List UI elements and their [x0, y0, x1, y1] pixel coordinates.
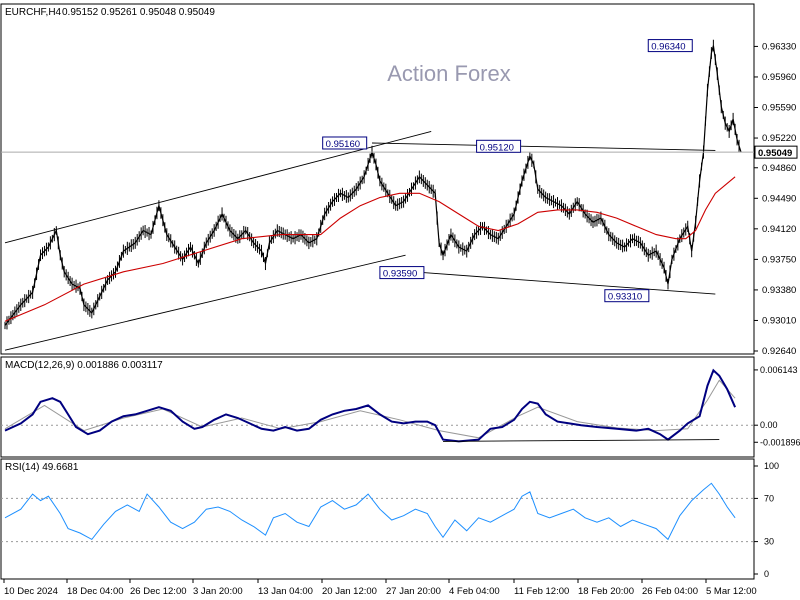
moving-average-line	[4, 176, 736, 322]
price-axis-ticks: 0.96330 0.95960 0.95590 0.95220 0.94860 0.944…	[754, 41, 796, 357]
channel-lower-line	[4, 254, 406, 351]
time-tick-label: 13 Jan 04:00	[258, 586, 313, 597]
macd-line	[4, 368, 737, 443]
macd-pane: MACD(12,26,9) 0.001886 0.003117 0.006143…	[0, 356, 800, 458]
rsi-tick-label: 100	[764, 461, 779, 471]
time-tick-label: 18 Dec 04:00	[67, 586, 124, 597]
time-tick-label: 27 Jan 20:00	[386, 586, 441, 597]
time-tick-label: 5 Mar 12:00	[706, 586, 757, 597]
price-annotations: 0.95160 0.95120 0.96340 0.93590 0.93310	[322, 39, 693, 303]
time-axis: 10 Dec 2024 18 Dec 04:00 26 Dec 12:00 3 Jan…	[3, 579, 757, 597]
rsi-series	[1, 482, 754, 543]
price-annotation-label: 0.93310	[608, 292, 642, 303]
macd-title: MACD(12,26,9) 0.001886 0.003117	[5, 360, 163, 371]
price-annotation-box	[604, 289, 650, 303]
time-tick-label: 26 Dec 12:00	[130, 586, 187, 597]
macd-tick-label: 0.00	[760, 420, 778, 430]
price-tick-label: 0.95590	[762, 102, 796, 113]
time-tick-label: 18 Feb 20:00	[578, 586, 634, 597]
price-tick-label: 0.92640	[762, 346, 796, 357]
price-annotation-label: 0.95160	[326, 139, 360, 150]
rsi-tick-label: 70	[764, 493, 774, 503]
macd-pane-frame	[0, 356, 755, 458]
macd-series	[1, 368, 754, 443]
price-annotation-box	[322, 136, 368, 150]
macd-tick-label: 0.006143	[760, 365, 798, 375]
price-annotation-box	[379, 266, 425, 280]
price-tick-label: 0.93380	[762, 285, 796, 296]
time-tick-label: 26 Feb 04:00	[642, 586, 698, 597]
price-annotation-label: 0.95120	[480, 142, 514, 153]
price-tick-label: 0.94120	[762, 224, 796, 235]
price-tick-label: 0.93010	[762, 315, 796, 326]
rsi-pane: RSI(14) 49.6681 100 70 30 0	[0, 458, 779, 580]
time-tick-label: 20 Jan 12:00	[322, 586, 377, 597]
time-tick-label: 10 Dec 2024	[4, 586, 58, 597]
rsi-title: RSI(14) 49.6681	[5, 462, 79, 473]
resistance-line	[372, 142, 716, 151]
price-tick-label: 0.95960	[762, 72, 796, 83]
rsi-line	[4, 482, 736, 541]
rsi-tick-label: 30	[764, 537, 774, 547]
price-annotation-box	[647, 39, 693, 53]
channel-upper-line	[4, 130, 432, 244]
macd-signal-line	[4, 379, 736, 439]
current-price-label: 0.95049	[758, 148, 792, 159]
trendlines	[4, 130, 716, 351]
price-series: 0.95049	[1, 39, 798, 330]
time-tick-label: 4 Feb 04:00	[449, 586, 500, 597]
price-pane-frame	[0, 3, 755, 355]
rsi-tick-label: 0	[764, 569, 769, 579]
price-pane: EURCHF,H4 0.95152 0.95261 0.95048 0.9504…	[0, 3, 798, 357]
time-tick-label: 3 Jan 20:00	[193, 586, 243, 597]
support-line	[423, 272, 716, 295]
macd-axis-ticks: 0.006143 0.00 -0.001896	[754, 365, 800, 447]
price-tick-label: 0.96330	[762, 41, 796, 52]
rsi-pane-frame	[0, 458, 755, 580]
macd-tick-label: -0.001896	[760, 437, 800, 447]
price-annotation-box	[476, 139, 522, 153]
current-price-badge	[754, 145, 798, 159]
rsi-axis-ticks: 100 70 30 0	[754, 461, 779, 579]
price-tick-label: 0.94860	[762, 163, 796, 174]
symbol-label: EURCHF,H4	[5, 7, 62, 18]
price-tick-label: 0.93750	[762, 254, 796, 265]
time-tick-label: 11 Feb 12:00	[514, 586, 569, 597]
macd-trendline	[443, 439, 720, 442]
price-tick-label: 0.94490	[762, 193, 796, 204]
ohlc-readout: 0.95152 0.95261 0.95048 0.95049	[62, 7, 215, 18]
watermark-text: Action Forex	[387, 61, 511, 86]
price-tick-label: 0.95220	[762, 133, 796, 144]
price-annotation-label: 0.93590	[383, 269, 417, 280]
price-annotation-label: 0.96340	[651, 42, 685, 53]
